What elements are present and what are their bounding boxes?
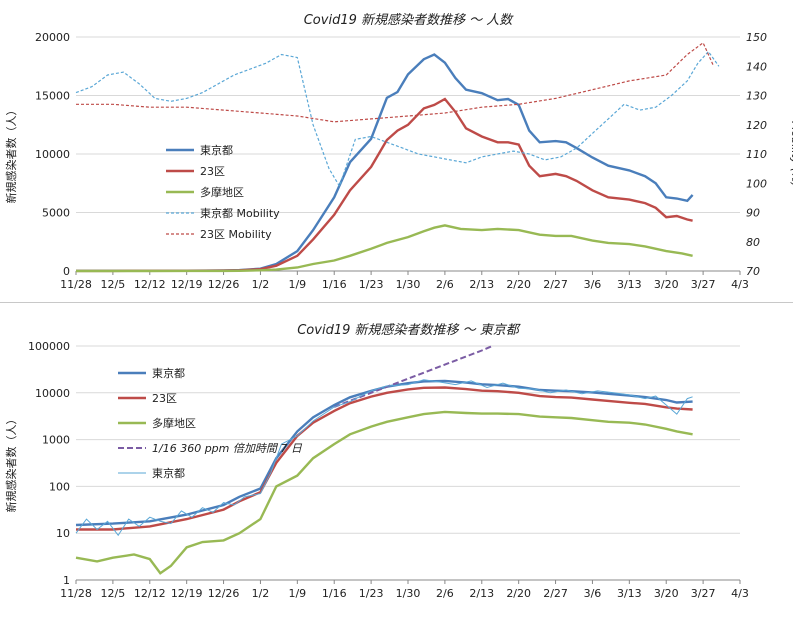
- y-tick-label: 100: [49, 480, 70, 493]
- y2-tick-label: 140: [746, 60, 767, 73]
- y-tick-label: 10: [56, 527, 70, 540]
- x-tick-label: 2/13: [469, 278, 494, 291]
- x-tick-label: 3/13: [617, 278, 642, 291]
- legend-label: 東京都 Mobility: [200, 206, 280, 220]
- y-tick-label: 1000: [42, 434, 70, 447]
- legend-label: 23区: [200, 165, 225, 178]
- y-tick-label: 100000: [28, 340, 70, 353]
- series-line: [333, 345, 493, 408]
- y2-tick-label: 100: [746, 177, 767, 190]
- y2-tick-label: 90: [746, 207, 760, 220]
- x-tick-label: 12/26: [208, 278, 240, 291]
- x-tick-label: 1/9: [288, 587, 306, 600]
- series-line: [76, 224, 693, 273]
- x-tick-label: 1/9: [288, 278, 306, 291]
- y2-tick-label: 150: [746, 31, 767, 44]
- x-tick-label: 1/2: [252, 587, 270, 600]
- y-tick-label: 20000: [35, 31, 70, 44]
- x-tick-label: 4/3: [731, 278, 749, 291]
- x-tick-label: 3/20: [654, 587, 679, 600]
- series-line: [76, 41, 715, 123]
- x-tick-label: 3/27: [691, 587, 716, 600]
- x-tick-label: 1/16: [322, 587, 347, 600]
- legend-label: 東京都: [200, 143, 233, 157]
- x-tick-label: 2/6: [436, 278, 454, 291]
- chart-title: Covid19 新規感染者数推移 ～ 東京都: [297, 322, 521, 338]
- chart-panel-bottom: Covid19 新規感染者数推移 ～ 東京都 1 10 100 1000 10000 100…: [0, 306, 793, 617]
- y-tick-label: 10000: [35, 148, 70, 161]
- y-axis-label: 新規感染者数（人）: [4, 105, 18, 204]
- series-line: [75, 379, 693, 537]
- legend-label: 1/16 360 ppm 倍加時間 7 日: [152, 442, 303, 455]
- y-tick-label: 15000: [35, 90, 70, 103]
- series-line: [76, 386, 693, 531]
- chart-panel-top: Covid19 新規感染者数推移 ～ 人数 0 5000 10000 15000 2000…: [0, 0, 793, 303]
- legend-label: 23区 Mobility: [200, 228, 272, 241]
- legend-label: 多摩地区: [200, 185, 244, 199]
- x-tick-label: 3/13: [617, 587, 642, 600]
- x-tick-label: 11/28: [60, 278, 92, 291]
- x-tick-label: 1/2: [252, 278, 270, 291]
- x-tick-label: 12/5: [101, 278, 126, 291]
- legend-label: 東京都: [152, 466, 185, 480]
- legend-label: 23区: [152, 392, 177, 405]
- x-tick-label: 1/23: [359, 278, 384, 291]
- y2-tick-label: 70: [746, 265, 760, 278]
- y2-tick-label: 80: [746, 236, 760, 249]
- chart-bottom-svg: Covid19 新規感染者数推移 ～ 東京都 1 10 100 1000 10000 100…: [4, 322, 749, 600]
- x-tick-label: 12/26: [208, 587, 240, 600]
- x-tick-label: 1/16: [322, 278, 347, 291]
- x-tick-label: 11/28: [60, 587, 92, 600]
- x-tick-label: 3/6: [584, 278, 602, 291]
- y-tick-label: 0: [63, 265, 70, 278]
- y2-axis-label: Mobility (%): [789, 121, 793, 187]
- series-line: [75, 50, 720, 188]
- chart-top-svg: Covid19 新規感染者数推移 ～ 人数 0 5000 10000 15000 2000…: [4, 13, 793, 291]
- chart-title: Covid19 新規感染者数推移 ～ 人数: [304, 13, 515, 28]
- x-tick-label: 12/5: [101, 587, 126, 600]
- y-tick-label: 5000: [42, 207, 70, 220]
- y-tick-label: 10000: [35, 387, 70, 400]
- x-tick-label: 2/27: [543, 587, 568, 600]
- y2-tick-label: 120: [746, 119, 767, 132]
- x-tick-label: 1/23: [359, 587, 384, 600]
- y2-tick-label: 130: [746, 90, 767, 103]
- series-line: [75, 410, 693, 575]
- series-line: [75, 379, 693, 527]
- series-line: [76, 53, 694, 272]
- y2-tick-label: 110: [746, 148, 767, 161]
- x-tick-label: 12/19: [171, 587, 203, 600]
- x-tick-label: 2/13: [469, 587, 494, 600]
- x-tick-label: 1/30: [396, 587, 421, 600]
- x-tick-label: 2/27: [543, 278, 568, 291]
- x-tick-label: 3/20: [654, 278, 679, 291]
- x-tick-label: 2/20: [506, 587, 531, 600]
- x-tick-label: 12/19: [171, 278, 203, 291]
- x-tick-label: 12/12: [134, 587, 166, 600]
- x-tick-label: 2/6: [436, 587, 454, 600]
- legend-label: 多摩地区: [152, 416, 196, 430]
- x-tick-label: 3/27: [691, 278, 716, 291]
- x-tick-label: 3/6: [584, 587, 602, 600]
- y-axis-label: 新規感染者数（人）: [4, 414, 18, 513]
- x-tick-label: 1/30: [396, 278, 421, 291]
- x-tick-label: 12/12: [134, 278, 166, 291]
- x-tick-label: 4/3: [731, 587, 749, 600]
- legend-label: 東京都: [152, 366, 185, 380]
- x-tick-label: 2/20: [506, 278, 531, 291]
- y-tick-label: 1: [63, 574, 70, 587]
